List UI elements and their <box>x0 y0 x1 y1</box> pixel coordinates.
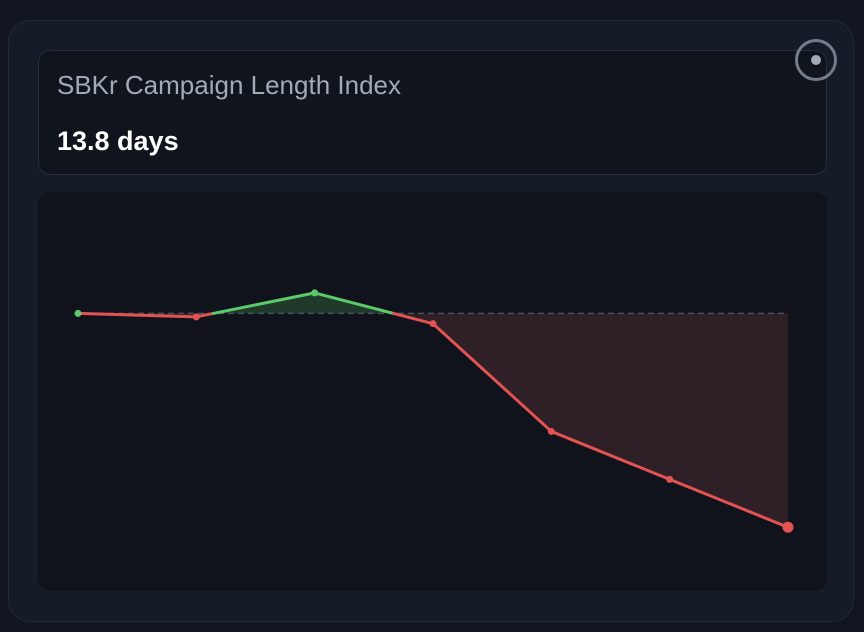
loss-area <box>551 313 670 480</box>
gain-line-segment <box>211 291 317 315</box>
loss-line-segment <box>76 311 198 319</box>
data-point <box>666 475 674 483</box>
data-point <box>192 313 200 321</box>
metric-title: SBKr Campaign Length Index <box>57 70 401 100</box>
loss-line-segment <box>431 322 553 433</box>
loss-area <box>669 313 788 528</box>
line-chart <box>74 289 794 533</box>
gain-line-segment <box>313 291 396 315</box>
data-point <box>74 309 82 317</box>
loss-line-segment <box>668 477 790 529</box>
metric-value: 13.8 days <box>57 126 179 156</box>
loss-area <box>433 313 552 432</box>
data-point <box>547 427 555 435</box>
metric-header: SBKr Campaign Length Index 13.8 days <box>38 50 827 175</box>
loss-line-segment <box>549 429 672 481</box>
chart-panel <box>38 192 827 591</box>
loss-line-segment <box>392 311 435 326</box>
data-point <box>429 320 437 328</box>
metric-card: SBKr Campaign Length Index 13.8 days <box>8 20 854 622</box>
latest-data-point <box>782 521 794 533</box>
data-point <box>311 289 319 297</box>
target-toggle-button[interactable] <box>795 39 837 81</box>
target-circle-icon <box>811 55 821 65</box>
